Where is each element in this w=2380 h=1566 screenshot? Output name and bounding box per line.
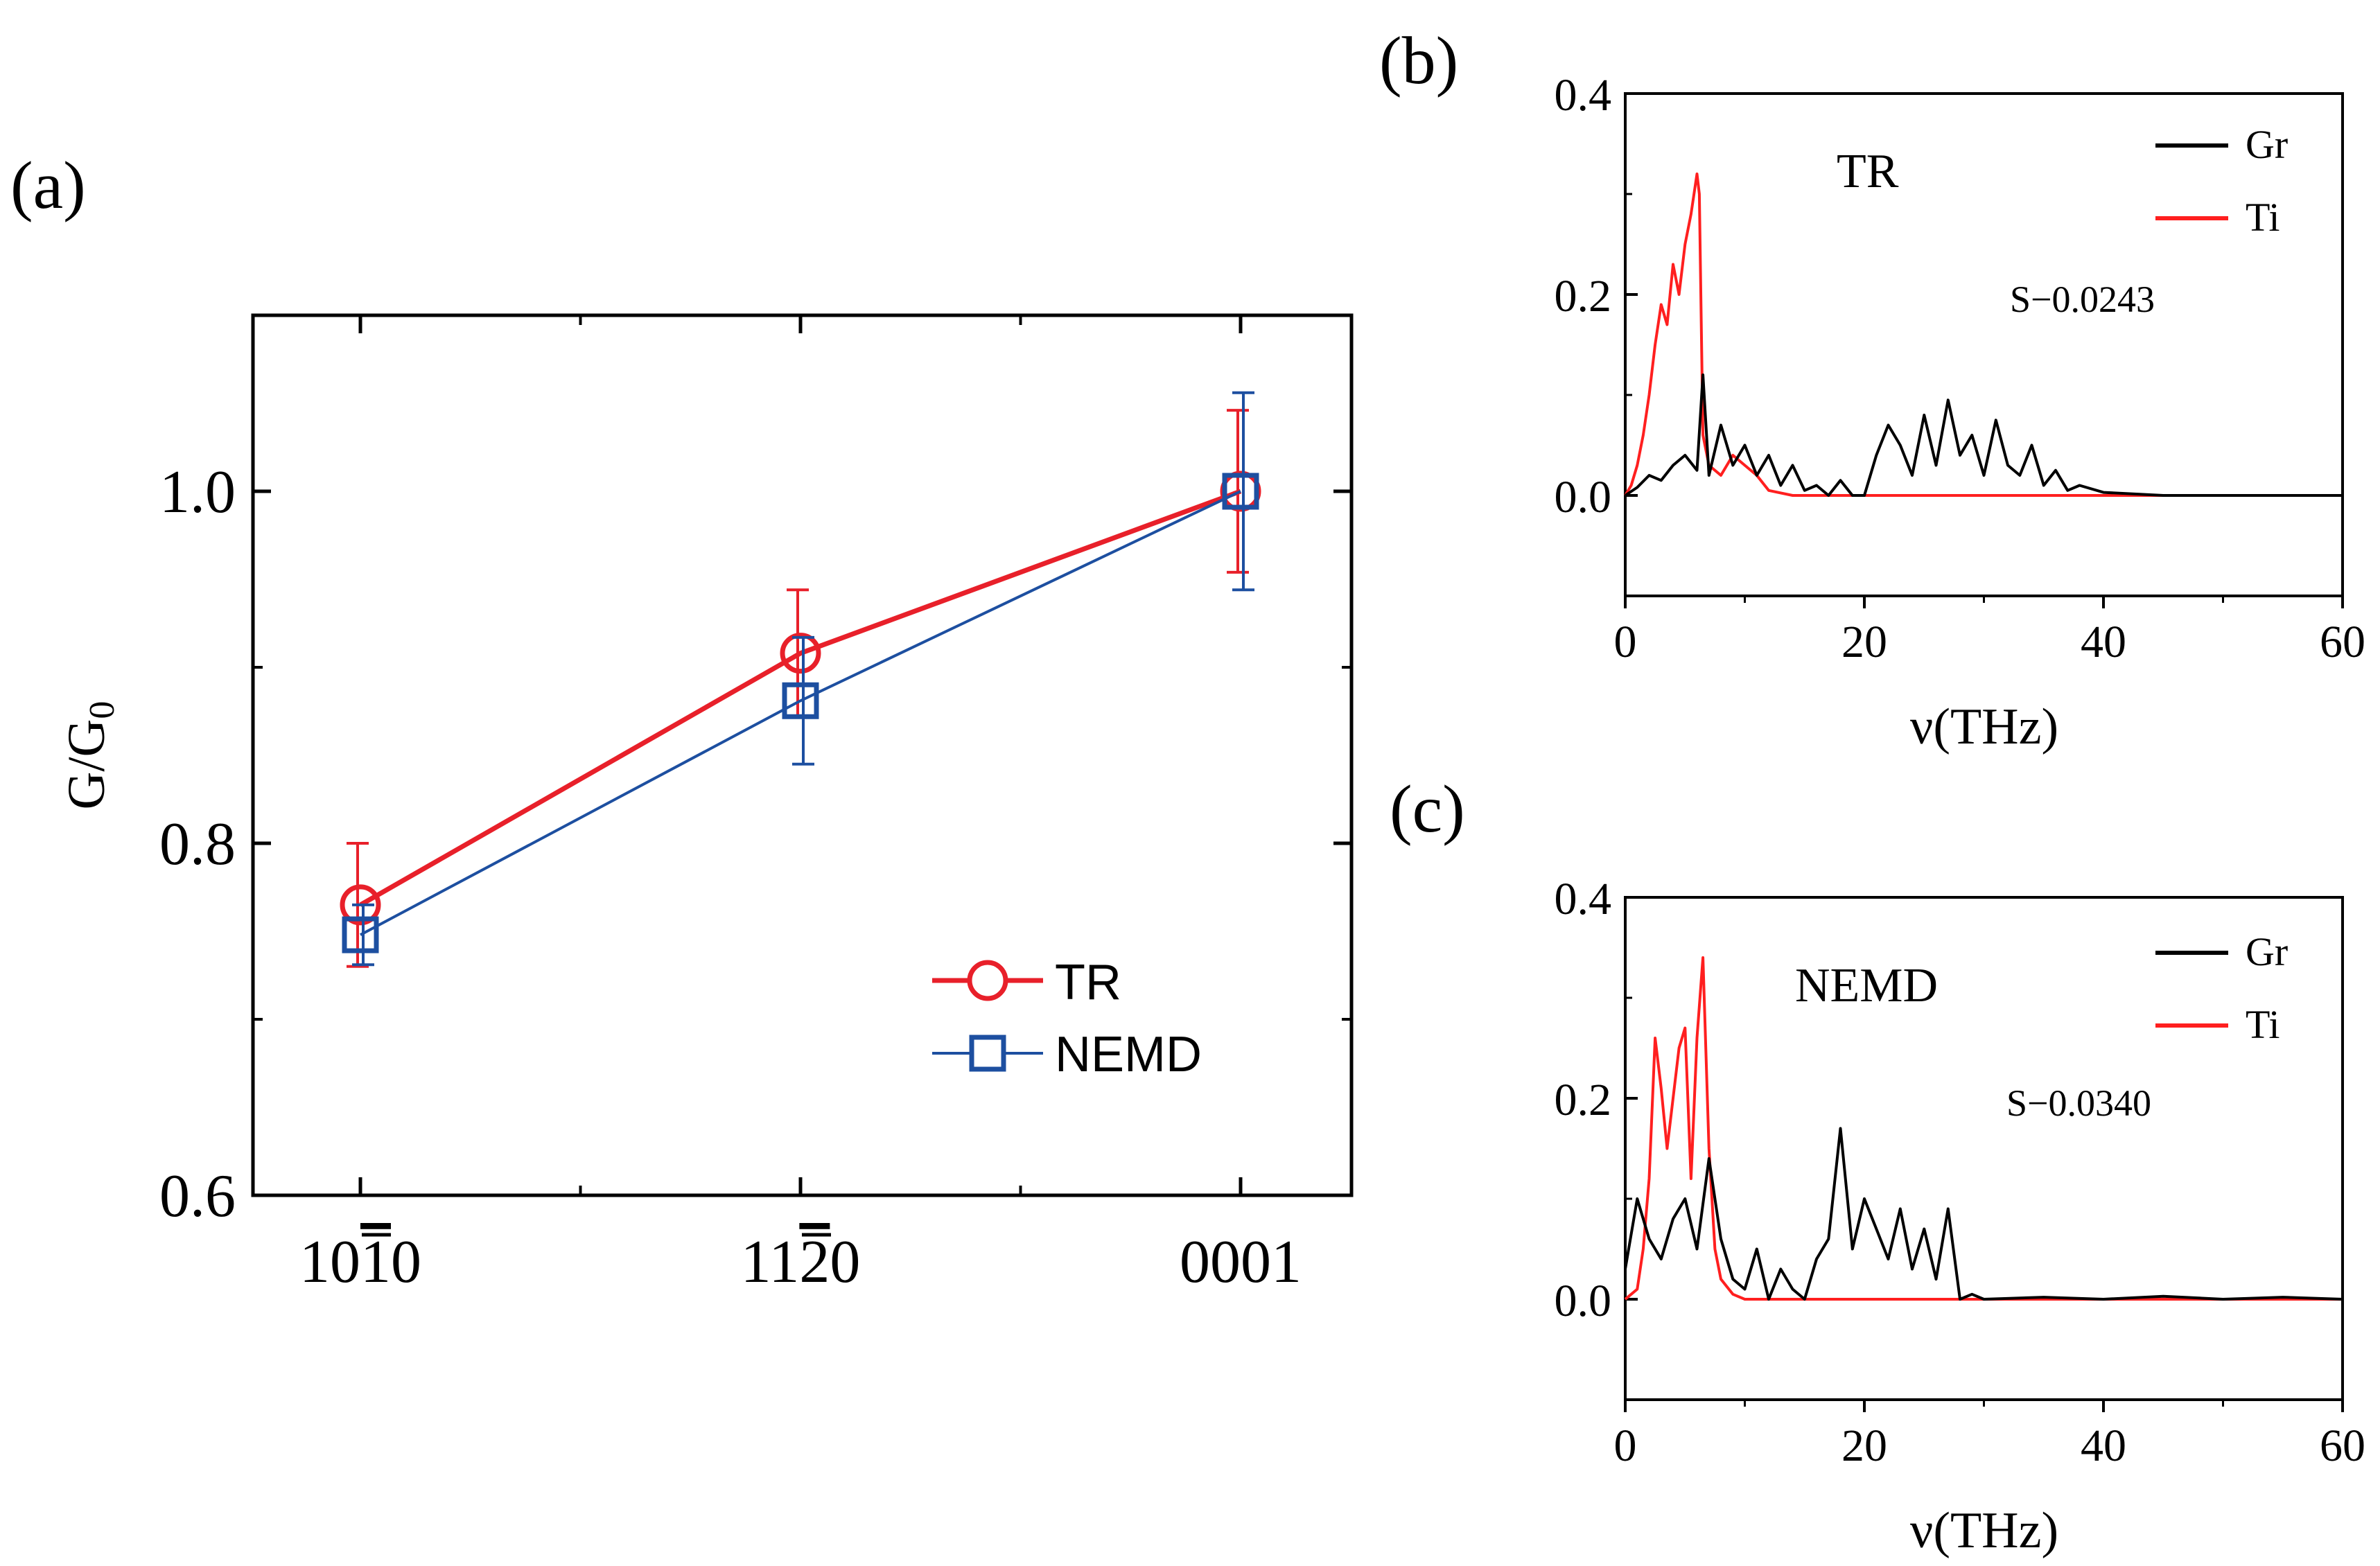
legend-b-gr-label: Gr xyxy=(2246,122,2288,167)
panel-c-label: (c) xyxy=(1390,772,1465,847)
panel-b-y-ticks: 0.0 0.2 0.4 xyxy=(1555,70,1638,597)
a-series-line-tr xyxy=(359,489,1242,907)
legend-tr-label: TR xyxy=(1055,955,1121,1010)
panel-b-x-ticks: 0 20 40 60 xyxy=(1614,596,2365,667)
c-ytick-label: 0.2 xyxy=(1555,1075,1612,1125)
b-xtick-label: 0 xyxy=(1614,617,1637,667)
legend-b-ti-label: Ti xyxy=(2246,195,2280,240)
panel-a-legend: TR NEMD xyxy=(932,955,1202,1082)
a-point-nemd xyxy=(782,682,819,719)
panel-b-plot-frame xyxy=(1624,92,2344,597)
panel-b-legend: Gr Ti xyxy=(2155,122,2288,240)
b-xtick-label: 60 xyxy=(2320,617,2365,667)
panel-c-legend: Gr Ti xyxy=(2155,929,2288,1047)
panel-b-x-axis-label: ν(THz) xyxy=(1910,698,2058,755)
panel-c-plot-frame xyxy=(1624,896,2344,1401)
c-xtick-label: 40 xyxy=(2081,1420,2126,1471)
a-point-tr xyxy=(780,633,821,674)
panel-c-stat-text: S−0.0340 xyxy=(2006,1082,2151,1124)
c-xtick-label: 20 xyxy=(1841,1420,1887,1471)
legend-c-ti-label: Ti xyxy=(2246,1002,2280,1047)
legend-c-gr-label: Gr xyxy=(2246,929,2288,974)
panel-b: (b) 0.0 0.2 0.4 0 20 40 60 TR S−0.0243 ν(THz)… xyxy=(1379,24,2365,755)
b-series-gr xyxy=(1624,373,2343,497)
panel-a-y-axis-label: G/G0 xyxy=(58,701,122,810)
a-xtick-label: 1010 xyxy=(299,1229,421,1296)
a-ytick-label: 0.6 xyxy=(159,1163,236,1230)
c-series-gr xyxy=(1624,1127,2343,1301)
a-point-nemd xyxy=(1222,473,1259,510)
panel-c-x-axis-label: ν(THz) xyxy=(1910,1502,2058,1559)
legend-nemd-marker xyxy=(969,1035,1006,1072)
a-series-line-nemd xyxy=(360,490,1241,936)
legend-tr-marker xyxy=(967,960,1008,1001)
b-series-ti xyxy=(1624,173,2343,497)
panel-a-x-ticks: 1010 1120 0001 xyxy=(299,315,1302,1296)
a-ytick-label: 0.8 xyxy=(159,811,236,878)
panel-a-series xyxy=(340,391,1261,968)
panel-c-y-ticks: 0.0 0.2 0.4 xyxy=(1555,874,1638,1401)
c-ytick-label: 0.0 xyxy=(1555,1276,1612,1326)
a-point-nemd xyxy=(342,916,379,953)
panel-c-x-ticks: 0 20 40 60 xyxy=(1614,1400,2365,1471)
panel-a-label: (a) xyxy=(10,148,86,223)
panel-c-annotation: NEMD xyxy=(1795,959,1938,1012)
c-xtick-label: 60 xyxy=(2320,1420,2365,1471)
panel-a: (a) G/G0 0.6 0.8 1.0 1010 1120 0001 TR NEMD xyxy=(10,148,1354,1296)
b-ytick-label: 0.0 xyxy=(1555,472,1612,522)
a-xtick-label: 1120 xyxy=(741,1229,861,1296)
panel-c-series xyxy=(1624,956,2343,1301)
a-xtick-label: 0001 xyxy=(1180,1229,1302,1296)
panel-b-stat-text: S−0.0243 xyxy=(2010,279,2155,320)
panel-a-y-ticks: 0.6 0.8 1.0 xyxy=(159,459,1351,1230)
b-xtick-label: 20 xyxy=(1841,617,1887,667)
b-xtick-label: 40 xyxy=(2081,617,2126,667)
c-xtick-label: 0 xyxy=(1614,1420,1637,1471)
a-ytick-label: 1.0 xyxy=(159,459,236,526)
panel-b-annotation: TR xyxy=(1837,145,1899,198)
panel-b-label: (b) xyxy=(1379,24,1458,98)
c-ytick-label: 0.4 xyxy=(1555,874,1612,924)
b-ytick-label: 0.2 xyxy=(1555,271,1612,322)
b-ytick-label: 0.4 xyxy=(1555,70,1612,121)
a-point-tr xyxy=(340,884,381,926)
panel-c: (c) 0.0 0.2 0.4 0 20 40 60 NEMD S−0.0340 ν(TH… xyxy=(1390,772,2365,1559)
panel-b-series xyxy=(1624,173,2343,497)
legend-nemd-label: NEMD xyxy=(1055,1027,1202,1082)
c-series-ti xyxy=(1624,956,2343,1301)
